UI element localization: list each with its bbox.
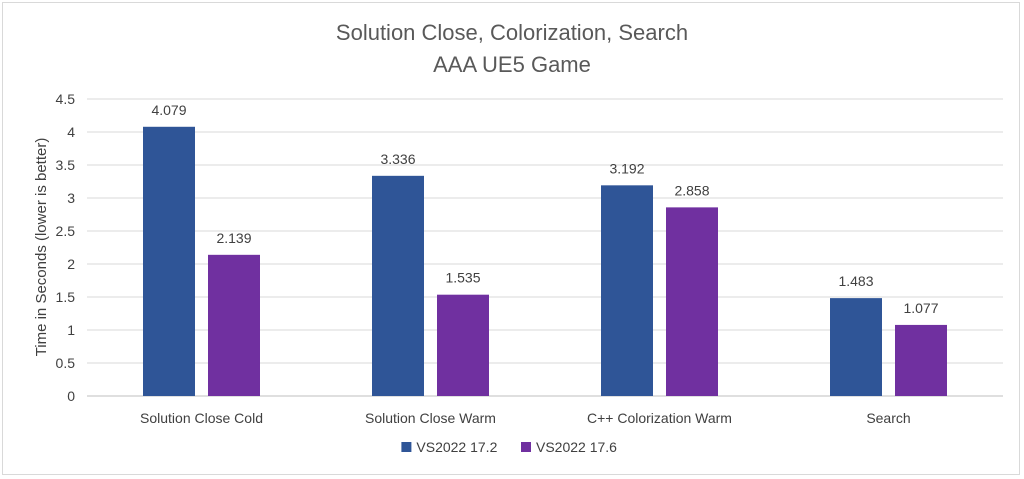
- data-label: 3.336: [380, 151, 415, 167]
- y-tick-label: 1.5: [56, 289, 76, 305]
- legend-label: VS2022 17.2: [416, 439, 497, 455]
- data-label: 1.483: [838, 273, 873, 289]
- legend-swatch: [401, 442, 412, 452]
- data-label: 4.079: [151, 102, 186, 118]
- bar: [437, 294, 489, 396]
- y-tick-label: 4: [67, 124, 75, 140]
- bar: [601, 185, 653, 396]
- y-tick-label: 3.5: [56, 157, 76, 173]
- bar: [143, 126, 195, 396]
- chart-title: Solution Close, Colorization, Search: [336, 20, 688, 45]
- data-label: 2.858: [674, 182, 709, 198]
- y-tick-label: 1: [67, 322, 75, 338]
- y-tick-label: 2: [67, 256, 75, 272]
- bar: [666, 207, 718, 396]
- legend-swatch: [521, 442, 531, 452]
- bar: [372, 175, 424, 396]
- y-axis-ticks: 0 0.5 1 1.5 2 2.5 3 3.5 4 4.5: [56, 91, 76, 404]
- chart-subtitle: AAA UE5 Game: [433, 52, 591, 77]
- x-category-label: C++ Colorization Warm: [587, 410, 732, 426]
- legend-label: VS2022 17.6: [536, 439, 617, 455]
- y-tick-label: 0: [67, 388, 75, 404]
- x-category-label: Solution Close Cold: [140, 410, 263, 426]
- data-label: 1.535: [445, 270, 480, 286]
- bar-chart: Solution Close, Colorization, Search AAA…: [33, 20, 1003, 455]
- y-tick-label: 0.5: [56, 355, 76, 371]
- data-label: 2.139: [216, 230, 251, 246]
- y-axis-title: Time in Seconds (lower is better): [33, 138, 50, 357]
- y-tick-label: 4.5: [56, 91, 76, 107]
- legend: VS2022 17.2 VS2022 17.6: [401, 439, 617, 455]
- data-label: 1.077: [903, 300, 938, 316]
- bar: [208, 254, 260, 396]
- bars: [143, 126, 947, 396]
- y-tick-label: 3: [67, 190, 75, 206]
- x-axis-categories: Solution Close Cold Solution Close Warm C+…: [140, 410, 911, 426]
- y-tick-label: 2.5: [56, 223, 76, 239]
- data-labels: 4.079 2.139 3.336 1.535 3.192 2.858 1.483 1.077: [151, 102, 938, 316]
- bar: [895, 324, 947, 396]
- bar: [830, 298, 882, 396]
- x-category-label: Search: [866, 410, 910, 426]
- data-label: 3.192: [609, 160, 644, 176]
- x-category-label: Solution Close Warm: [365, 410, 496, 426]
